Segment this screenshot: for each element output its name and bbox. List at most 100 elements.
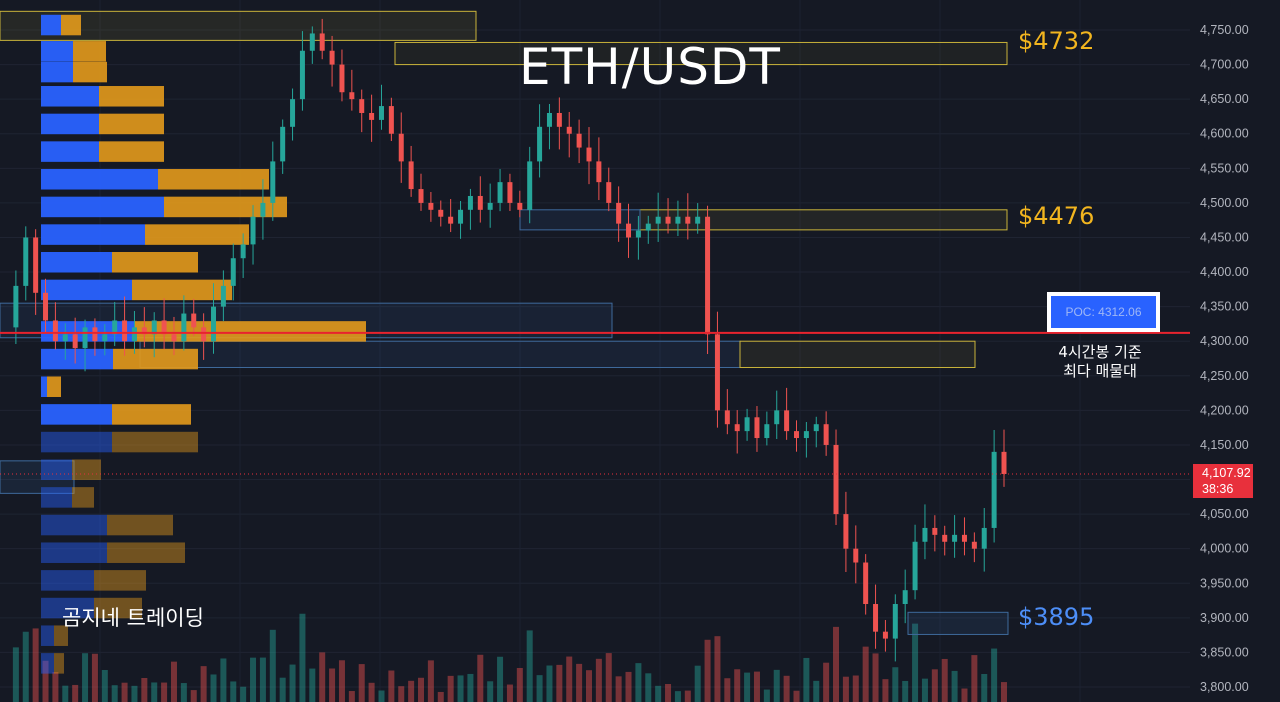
candle-body — [477, 195, 483, 210]
profile-sell-bar — [132, 279, 232, 301]
candle-body — [645, 223, 651, 231]
volume-bar — [190, 690, 197, 702]
candle-body — [546, 112, 552, 127]
profile-buy-bar — [41, 570, 94, 591]
volume-bar — [902, 680, 909, 702]
level-label-3895: $3895 — [1018, 603, 1095, 631]
candle-body — [537, 126, 543, 162]
profile-buy-bar — [41, 348, 113, 370]
volume-bar — [141, 677, 148, 702]
profile-sell-bar — [164, 196, 287, 218]
profile-sell-bar — [72, 487, 94, 508]
volume-bar — [753, 671, 760, 702]
volume-bar — [378, 690, 385, 702]
candle-body — [685, 216, 691, 224]
volume-bar — [329, 668, 336, 702]
volume-bar — [338, 660, 345, 702]
candle-body — [141, 327, 147, 335]
volume-bar — [734, 669, 741, 702]
y-tick-label: 4,050.00 — [1200, 507, 1249, 521]
y-tick-label: 4,600.00 — [1200, 127, 1249, 141]
zone-boxes — [0, 10, 1009, 635]
volume-bar — [220, 658, 227, 702]
watermark: 곰지네 트레이딩 — [62, 606, 204, 630]
profile-buy-bar — [41, 625, 54, 646]
volume-bar — [91, 653, 98, 702]
candle-body — [201, 327, 207, 342]
candle-body — [270, 161, 276, 203]
volume-bar — [694, 665, 701, 702]
y-axis: 4,750.00 4,700.00 4,650.00 4,600.00 4,550.00… — [1200, 23, 1249, 694]
volume-bar — [951, 670, 958, 702]
candle-body — [290, 99, 296, 127]
volume-bar — [497, 656, 504, 702]
candle-body — [260, 202, 266, 217]
y-tick-label: 4,550.00 — [1200, 161, 1249, 175]
candle-body — [665, 216, 671, 224]
zone-box — [394, 41, 1008, 66]
volume-bar — [427, 660, 434, 702]
volume-bar — [516, 667, 523, 702]
y-tick-label: 4,150.00 — [1200, 438, 1249, 452]
candle-body — [369, 112, 375, 120]
volume-bar — [299, 613, 306, 702]
volume-bar — [645, 673, 652, 702]
candle-body — [72, 334, 78, 349]
candle-body — [359, 99, 365, 113]
y-tick-label: 4,000.00 — [1200, 542, 1249, 556]
candle-body — [507, 182, 513, 203]
candle-body — [873, 604, 879, 632]
volume-bar — [151, 682, 158, 702]
volume-bar — [773, 669, 780, 702]
profile-sell-bar — [47, 376, 61, 397]
candle-body — [991, 451, 997, 528]
candle-body — [902, 590, 908, 605]
volume-bar — [921, 678, 928, 702]
profile-buy-bar — [41, 653, 54, 674]
zone-box — [139, 340, 741, 368]
profile-sell-bar — [73, 61, 107, 83]
volume-bar — [250, 657, 257, 702]
candle-body — [655, 216, 661, 224]
volume-bar — [625, 671, 632, 702]
candle-body — [181, 313, 187, 342]
candle-body — [329, 50, 335, 65]
profile-buy-bar — [41, 141, 99, 162]
volume-bar — [536, 675, 543, 702]
y-tick-label: 3,900.00 — [1200, 611, 1249, 625]
volume-bar — [872, 653, 879, 702]
profile-buy-bar — [41, 459, 72, 480]
volume-bar — [319, 652, 326, 702]
volume-bar — [457, 675, 464, 702]
volume-bar — [121, 682, 128, 702]
volume-bar — [704, 639, 711, 702]
volume-bar — [823, 662, 830, 702]
candle-body — [428, 202, 434, 210]
volume-bar — [842, 676, 849, 702]
candle-body — [448, 216, 454, 224]
profile-buy-bar — [41, 514, 107, 536]
volume-bar — [32, 628, 39, 702]
volume-profile — [41, 14, 366, 674]
profile-buy-bar — [41, 431, 112, 453]
candle-body — [952, 534, 958, 542]
candle-body — [912, 541, 918, 591]
volume-bar — [941, 658, 948, 702]
volume-bar — [546, 665, 553, 702]
candle-body — [635, 230, 641, 238]
profile-sell-bar — [99, 141, 164, 162]
volume-bar — [566, 656, 573, 702]
level-label-4476: $4476 — [1018, 202, 1095, 230]
volume-bar — [200, 666, 207, 702]
profile-sell-bar — [54, 625, 68, 646]
candle-body — [52, 320, 58, 342]
volume-bar — [615, 676, 622, 702]
candle-body — [744, 417, 750, 432]
candle-body — [161, 320, 167, 335]
candle-body — [626, 223, 632, 238]
candle-body — [932, 527, 938, 535]
candle-body — [586, 147, 592, 162]
y-tick-label: 4,750.00 — [1200, 23, 1249, 37]
volume-bar — [961, 688, 968, 702]
